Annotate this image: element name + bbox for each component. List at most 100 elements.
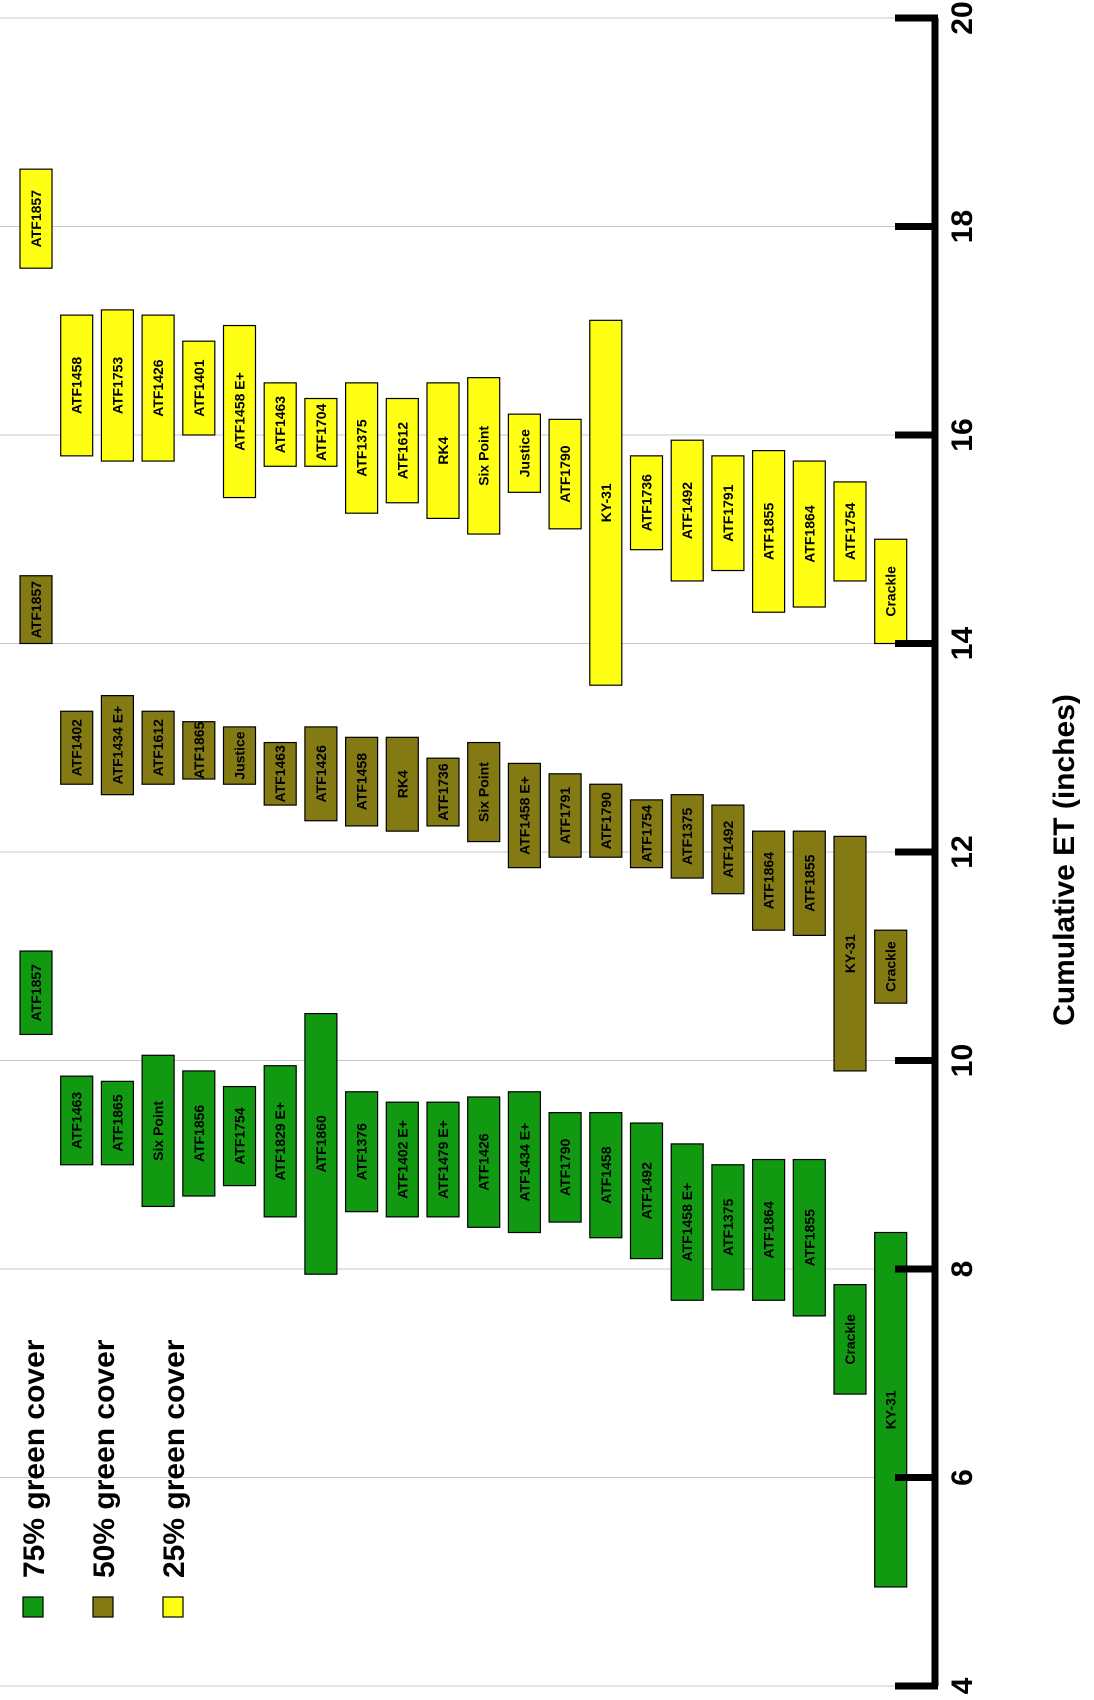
tick-label: 6 — [946, 1469, 979, 1486]
bar-label: ATF1864 — [761, 852, 777, 910]
bar — [345, 736, 379, 827]
legend: 75% green cover 50% green cover 25% green … — [18, 1339, 191, 1618]
bar — [385, 736, 419, 832]
bar — [182, 721, 216, 780]
bar-label: ATF1864 — [761, 1201, 777, 1259]
tick-label: 4 — [946, 1677, 979, 1694]
bar-label: ATF1463 — [69, 1092, 85, 1150]
bar-label: ATF1375 — [679, 807, 695, 865]
bar-label: ATF1860 — [313, 1115, 329, 1173]
legend-entry: 75% green cover — [18, 1339, 51, 1578]
bar-label: ATF1458 E+ — [232, 372, 248, 451]
bar-label: ATF1426 — [476, 1133, 492, 1191]
bar-label: ATF1458 E+ — [679, 1183, 695, 1262]
bar-label: ATF1791 — [720, 484, 736, 542]
bar-label: ATF1754 — [232, 1107, 248, 1165]
bar-label: ATF1492 — [720, 821, 736, 879]
bar — [19, 950, 53, 1036]
bar-label: ATF1612 — [394, 422, 410, 480]
bar-label: ATF1458 E+ — [516, 776, 532, 855]
bar — [19, 168, 53, 269]
bar-label: Crackle — [883, 941, 899, 992]
bar-label: KY-31 — [598, 483, 614, 522]
tick-label: 16 — [946, 418, 979, 451]
bar-label: ATF1376 — [354, 1123, 370, 1181]
bar-label: KY-31 — [883, 1390, 899, 1429]
bar — [385, 1101, 419, 1218]
bar-label: Crackle — [842, 1314, 858, 1365]
bar-label: ATF1492 — [639, 1162, 655, 1220]
bar-label: ATF1375 — [720, 1198, 736, 1256]
bar-label: ATF1463 — [272, 745, 288, 803]
bar — [304, 397, 338, 467]
bar-label: ATF1736 — [435, 763, 451, 821]
bar — [670, 794, 704, 879]
bar — [345, 1091, 379, 1213]
bar-label: ATF1753 — [109, 357, 125, 415]
bar — [467, 741, 501, 843]
bar — [629, 799, 664, 869]
tick-label: 8 — [946, 1261, 979, 1278]
bar-label: ATF1612 — [150, 719, 166, 777]
bar-label: ATF1790 — [598, 792, 614, 850]
bar — [874, 538, 908, 645]
bar — [385, 397, 419, 504]
bar-label: ATF1855 — [761, 503, 777, 561]
bar — [792, 1158, 826, 1317]
bar-label: ATF1791 — [557, 787, 573, 845]
legend-entry: 25% green cover — [158, 1339, 191, 1578]
bar-label: ATF1857 — [28, 190, 44, 248]
tick-label: 20 — [946, 1, 979, 34]
bar — [222, 324, 257, 499]
bar-label: ATF1704 — [313, 404, 329, 462]
bar-label: ATF1402 — [69, 719, 85, 777]
bar-label: Crackle — [883, 566, 899, 617]
bar-label: ATF1855 — [801, 1209, 817, 1267]
bar — [874, 1231, 908, 1588]
bar — [60, 710, 94, 785]
bar-label: ATF1865 — [109, 1094, 125, 1152]
bar-label: ATF1865 — [191, 721, 207, 779]
bar — [141, 710, 175, 785]
bar-label: KY-31 — [842, 934, 858, 973]
bar — [507, 762, 541, 869]
bar — [60, 314, 94, 457]
bar — [711, 1164, 745, 1291]
bar-label: ATF1855 — [801, 854, 817, 912]
bar-label: ATF1375 — [354, 419, 370, 477]
bar — [670, 1143, 704, 1301]
bar — [711, 455, 745, 572]
bar — [182, 340, 216, 436]
bar-label: RK4 — [394, 770, 410, 798]
bar — [467, 377, 501, 535]
bar — [833, 1284, 867, 1395]
bar — [711, 804, 745, 895]
tick-marks — [895, 14, 938, 1690]
bar — [548, 418, 582, 530]
bar — [141, 1054, 175, 1208]
bar — [629, 1122, 664, 1260]
bar-label: ATF1754 — [639, 805, 655, 863]
legend-swatch — [22, 1596, 44, 1618]
bar — [60, 1075, 94, 1166]
bar-label: RK4 — [435, 436, 451, 464]
bar — [222, 1085, 257, 1187]
tick-label: 18 — [946, 210, 979, 243]
bar — [751, 830, 786, 931]
tick-label: 10 — [946, 1044, 979, 1077]
bar-label: ATF1864 — [801, 505, 817, 563]
bar — [19, 575, 53, 645]
bar-label: ATF1736 — [639, 474, 655, 532]
bar-label: ATF1856 — [191, 1105, 207, 1163]
bar — [100, 695, 135, 796]
bar-label: ATF1458 — [354, 753, 370, 811]
bar — [833, 481, 867, 582]
bar — [426, 1101, 460, 1218]
bar-label: ATF1857 — [28, 964, 44, 1022]
legend-swatch — [92, 1596, 114, 1618]
bar — [751, 1158, 786, 1301]
tick-labels: 4 6 8 10 12 14 16 18 20 — [946, 1, 979, 1694]
bar-label: ATF1458 — [69, 357, 85, 415]
bar — [100, 1080, 135, 1166]
